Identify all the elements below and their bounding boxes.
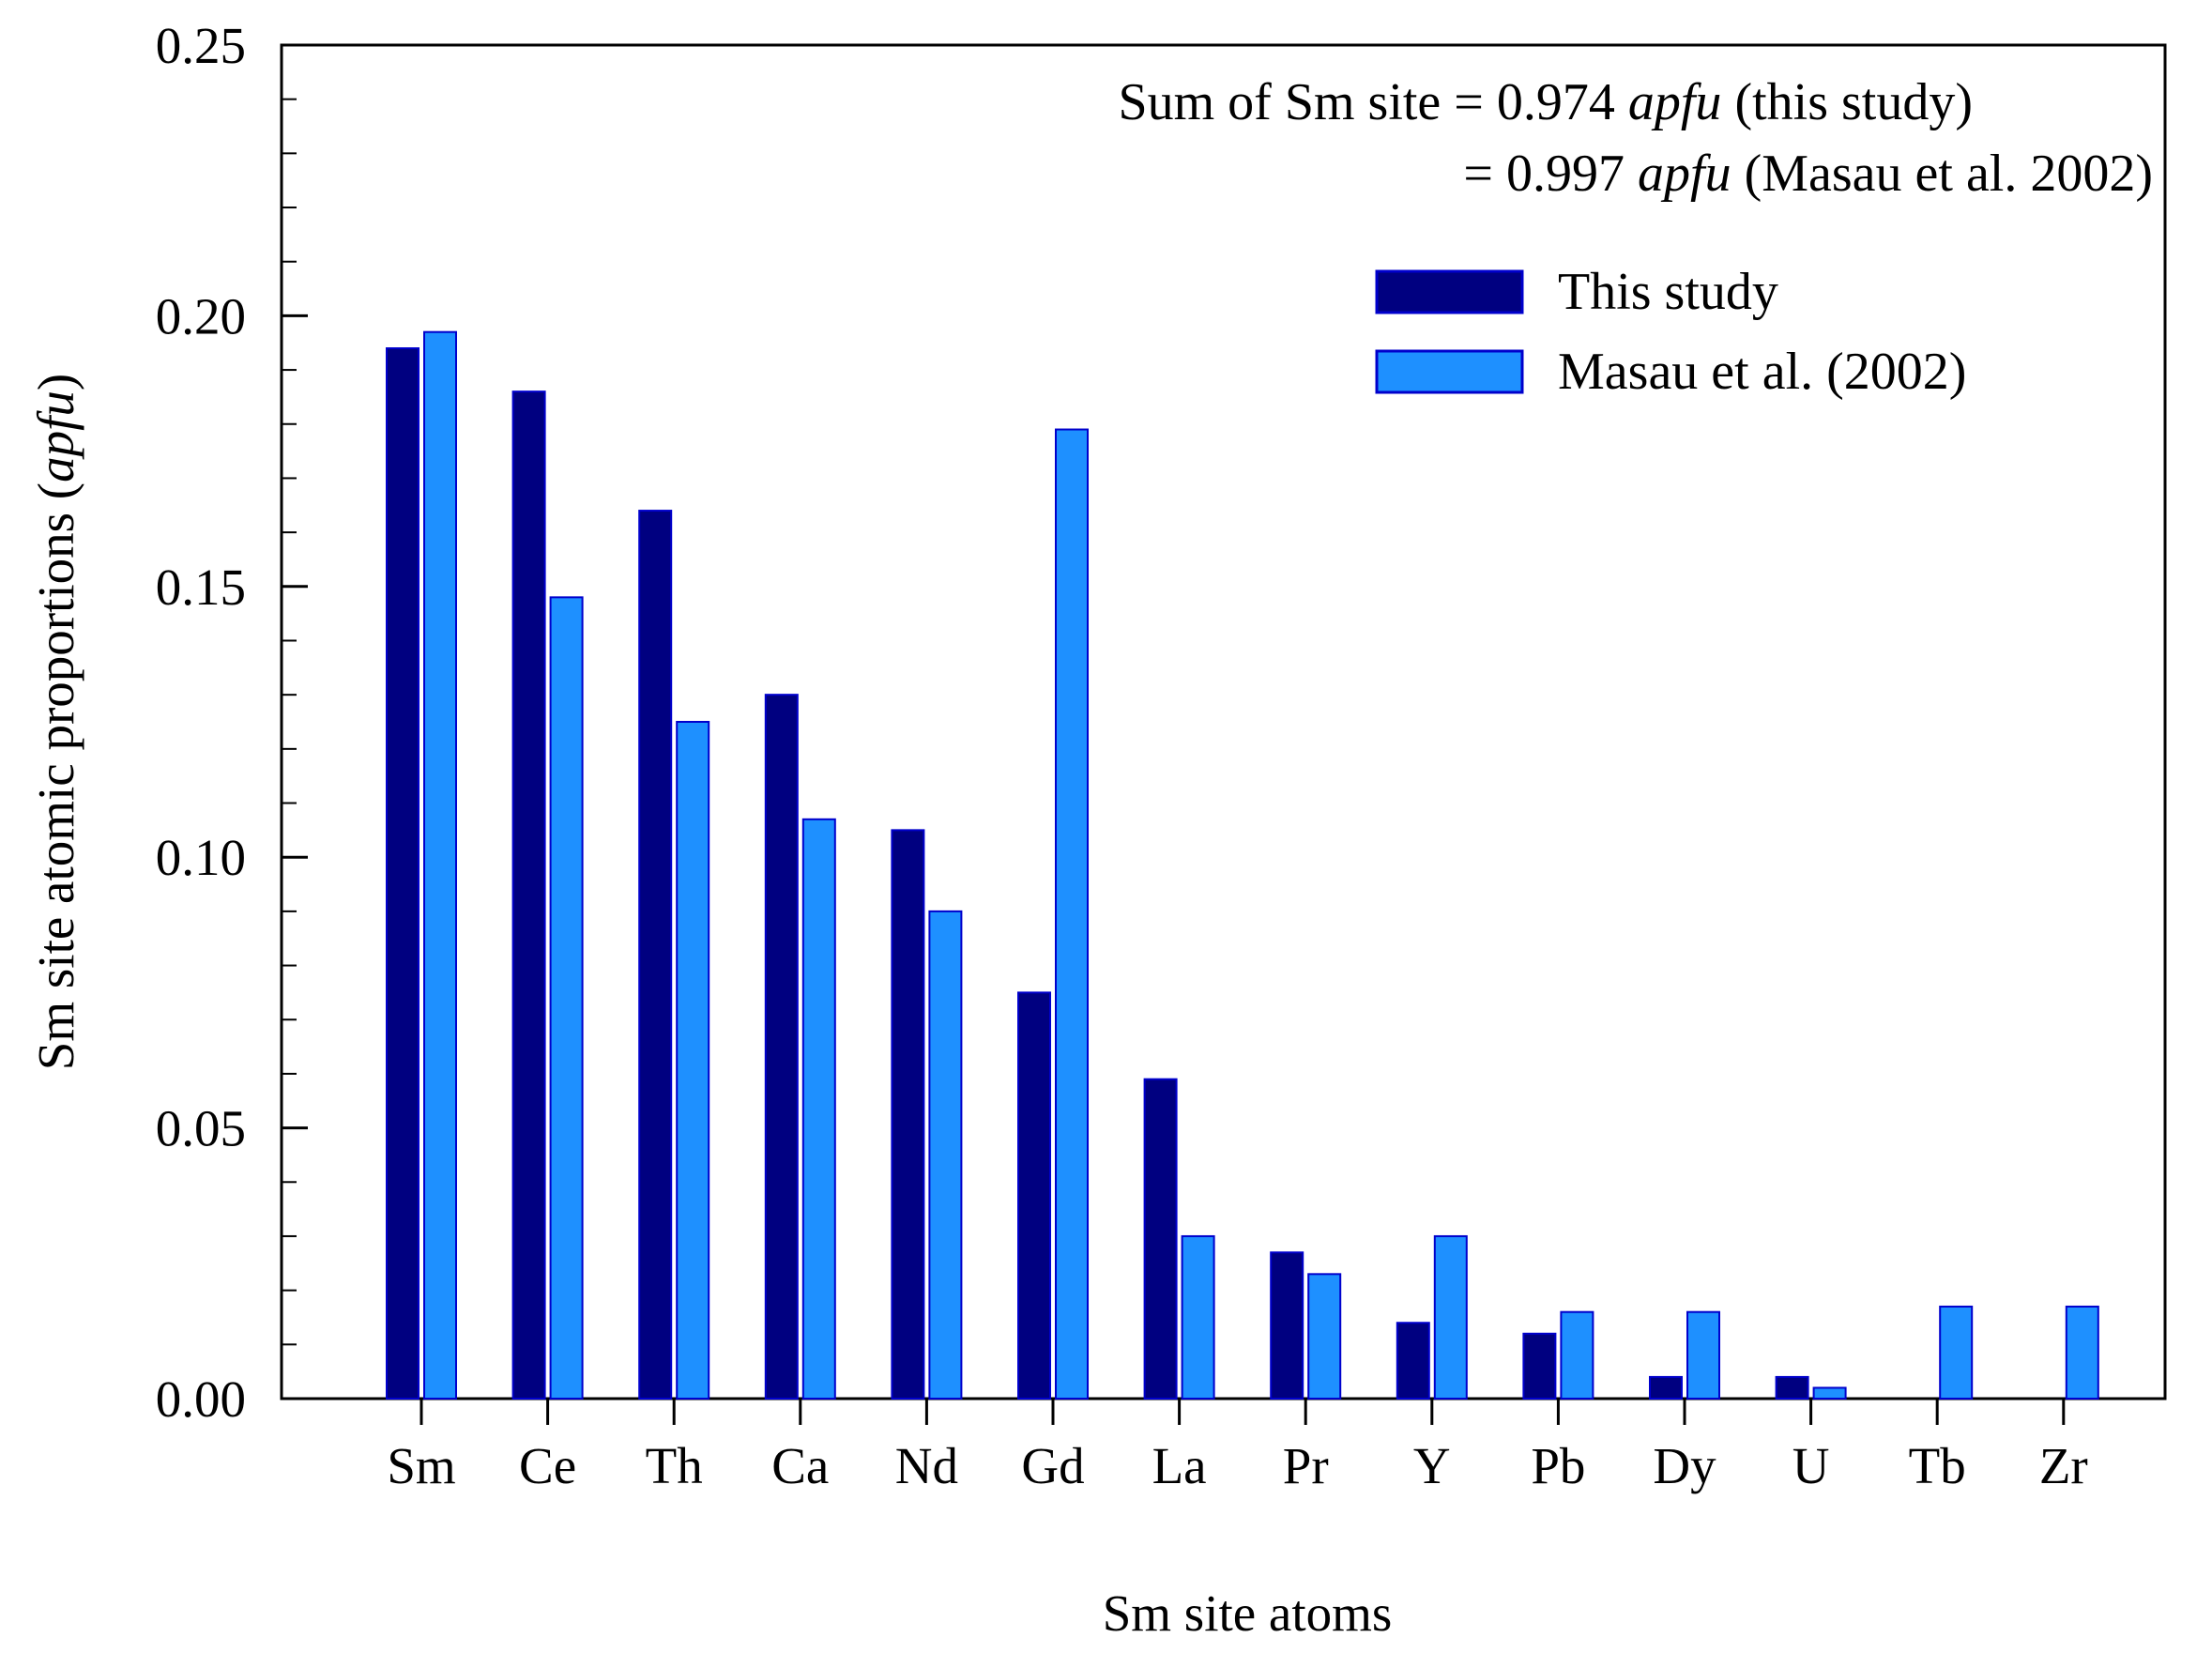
y-tick-label: 0.00	[156, 1370, 246, 1428]
bar-this-study-gd	[1017, 991, 1051, 1400]
x-tick-label: Nd	[895, 1437, 958, 1494]
plot-frame	[280, 43, 2167, 1400]
bar-this-study-y	[1396, 1322, 1430, 1400]
x-tick-label: La	[1152, 1437, 1207, 1494]
y-axis-title: Sm site atomic proportions (apfu)	[27, 374, 84, 1070]
bar-masau-th	[676, 721, 710, 1400]
x-tick-label: Y	[1413, 1437, 1451, 1494]
x-axis: Sm Ce Th Ca Nd Gd La Pr Y Pb Dy U Tb Zr	[387, 1399, 2088, 1494]
legend: This study Masau et al. (2002)	[1375, 263, 1966, 401]
x-tick-label: Dy	[1653, 1437, 1716, 1494]
bar-masau-pr	[1307, 1273, 1342, 1400]
x-tick-label: Tb	[1909, 1437, 1966, 1494]
y-tick-label: 0.10	[156, 829, 246, 886]
bar-this-study-pb	[1522, 1332, 1557, 1400]
x-tick-label: Sm	[387, 1437, 455, 1494]
x-tick-label: Gd	[1021, 1437, 1084, 1494]
bar-masau-gd	[1055, 428, 1089, 1400]
bar-this-study-th	[638, 510, 673, 1400]
bar-this-study-ca	[764, 694, 799, 1400]
bar-this-study-la	[1143, 1078, 1178, 1400]
x-tick-label: U	[1792, 1437, 1830, 1494]
x-tick-label: Ce	[519, 1437, 576, 1494]
y-tick-label: 0.20	[156, 287, 246, 344]
bar-masau-pb	[1560, 1310, 1594, 1400]
bar-this-study-ce	[511, 390, 546, 1400]
bar-this-study-dy	[1649, 1375, 1683, 1400]
legend-swatch-this-study	[1375, 269, 1524, 314]
legend-swatch-masau	[1375, 349, 1524, 394]
y-axis: 0.00 0.05 0.10 0.15 0.20 0.25	[156, 17, 308, 1428]
bar-masau-sm	[423, 330, 457, 1400]
x-axis-title: Sm site atoms	[1103, 1584, 1393, 1642]
bar-this-study-u	[1775, 1375, 1809, 1400]
y-tick-label: 0.05	[156, 1100, 246, 1157]
bar-masau-la	[1181, 1234, 1215, 1400]
bar-masau-tb	[1939, 1305, 1974, 1400]
bar-masau-ca	[801, 818, 836, 1400]
legend-label-this-study: This study	[1558, 263, 1778, 321]
x-tick-label: Ca	[771, 1437, 829, 1494]
x-tick-label: Pb	[1531, 1437, 1585, 1494]
x-tick-label: Th	[646, 1437, 703, 1494]
bars-group	[386, 330, 2099, 1400]
bar-this-study-pr	[1270, 1251, 1304, 1400]
bar-masau-dy	[1686, 1310, 1720, 1400]
x-tick-label: Zr	[2039, 1437, 2088, 1494]
bar-masau-nd	[928, 910, 963, 1400]
y-tick-label: 0.25	[156, 17, 246, 74]
bar-masau-u	[1812, 1386, 1847, 1400]
annotation-line-2: = 0.997 apfu (Masau et al. 2002)	[1463, 145, 2153, 203]
bar-this-study-sm	[386, 347, 420, 1400]
annotation-line-1: Sum of Sm site = 0.974 apfu (this study)	[1118, 73, 1973, 131]
bar-masau-ce	[549, 596, 584, 1400]
bar-masau-y	[1433, 1234, 1468, 1400]
bar-this-study-nd	[891, 829, 925, 1400]
bar-masau-zr	[2065, 1305, 2099, 1400]
legend-label-masau: Masau et al. (2002)	[1558, 343, 1966, 401]
y-tick-label: 0.15	[156, 559, 246, 616]
x-tick-label: Pr	[1283, 1437, 1329, 1494]
